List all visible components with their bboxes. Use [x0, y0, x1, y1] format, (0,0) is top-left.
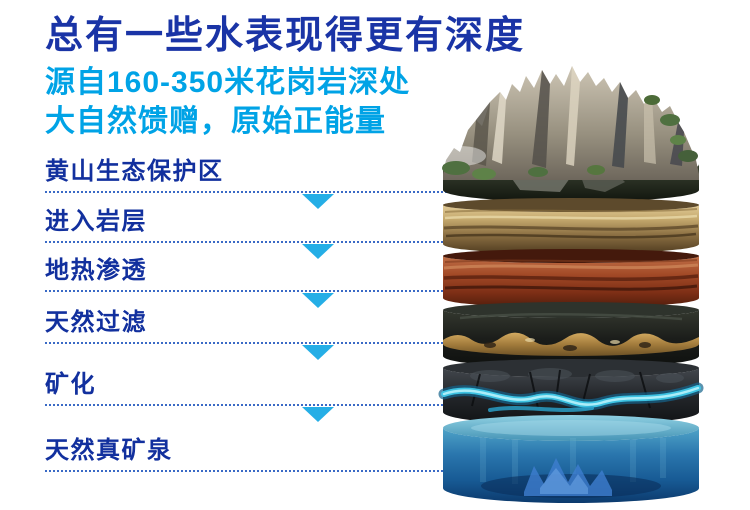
water-vein-rock-disc-icon: [438, 359, 704, 425]
subtitle-line2: 大自然馈赠，原始正能量: [45, 105, 386, 138]
arrow-down-icon: [302, 407, 334, 422]
step-label: 天然过滤: [45, 309, 147, 336]
dotted-line: [45, 191, 447, 193]
red-rock-disc-icon: [443, 249, 699, 308]
arrow-down-icon: [302, 293, 334, 308]
deep-water-disc-icon: [443, 415, 699, 503]
dotted-line: [45, 342, 447, 344]
arrow-down-icon: [302, 194, 334, 209]
mountain-peaks-icon: [434, 66, 699, 202]
subtitle-line1: 源自160-350米花岗岩深处: [45, 66, 411, 99]
gold-rubble-disc-icon: [443, 302, 699, 368]
sandstone-disc-icon: [443, 198, 699, 254]
step-label: 黄山生态保护区: [45, 158, 224, 185]
step-label: 矿化: [45, 371, 96, 398]
dotted-line: [45, 470, 447, 472]
step-row-true-mineral-water: 天然真矿泉: [45, 437, 447, 489]
step-row-natural-filter: 天然过滤: [45, 309, 447, 361]
step-row-protection-zone: 黄山生态保护区: [45, 158, 447, 210]
step-row-enter-rock: 进入岩层: [45, 208, 447, 260]
step-label: 地热渗透: [45, 257, 147, 284]
page-title: 总有一些水表现得更有深度: [45, 15, 526, 57]
geological-stack-illustration: [434, 66, 704, 503]
step-row-geothermal: 地热渗透: [45, 257, 447, 309]
step-label: 天然真矿泉: [45, 437, 173, 464]
step-label: 进入岩层: [45, 208, 147, 235]
step-row-mineralize: 矿化: [45, 371, 447, 423]
arrow-down-icon: [302, 244, 334, 259]
dotted-line: [45, 404, 447, 406]
dotted-line: [45, 241, 447, 243]
arrow-down-icon: [302, 345, 334, 360]
dotted-line: [45, 290, 447, 292]
